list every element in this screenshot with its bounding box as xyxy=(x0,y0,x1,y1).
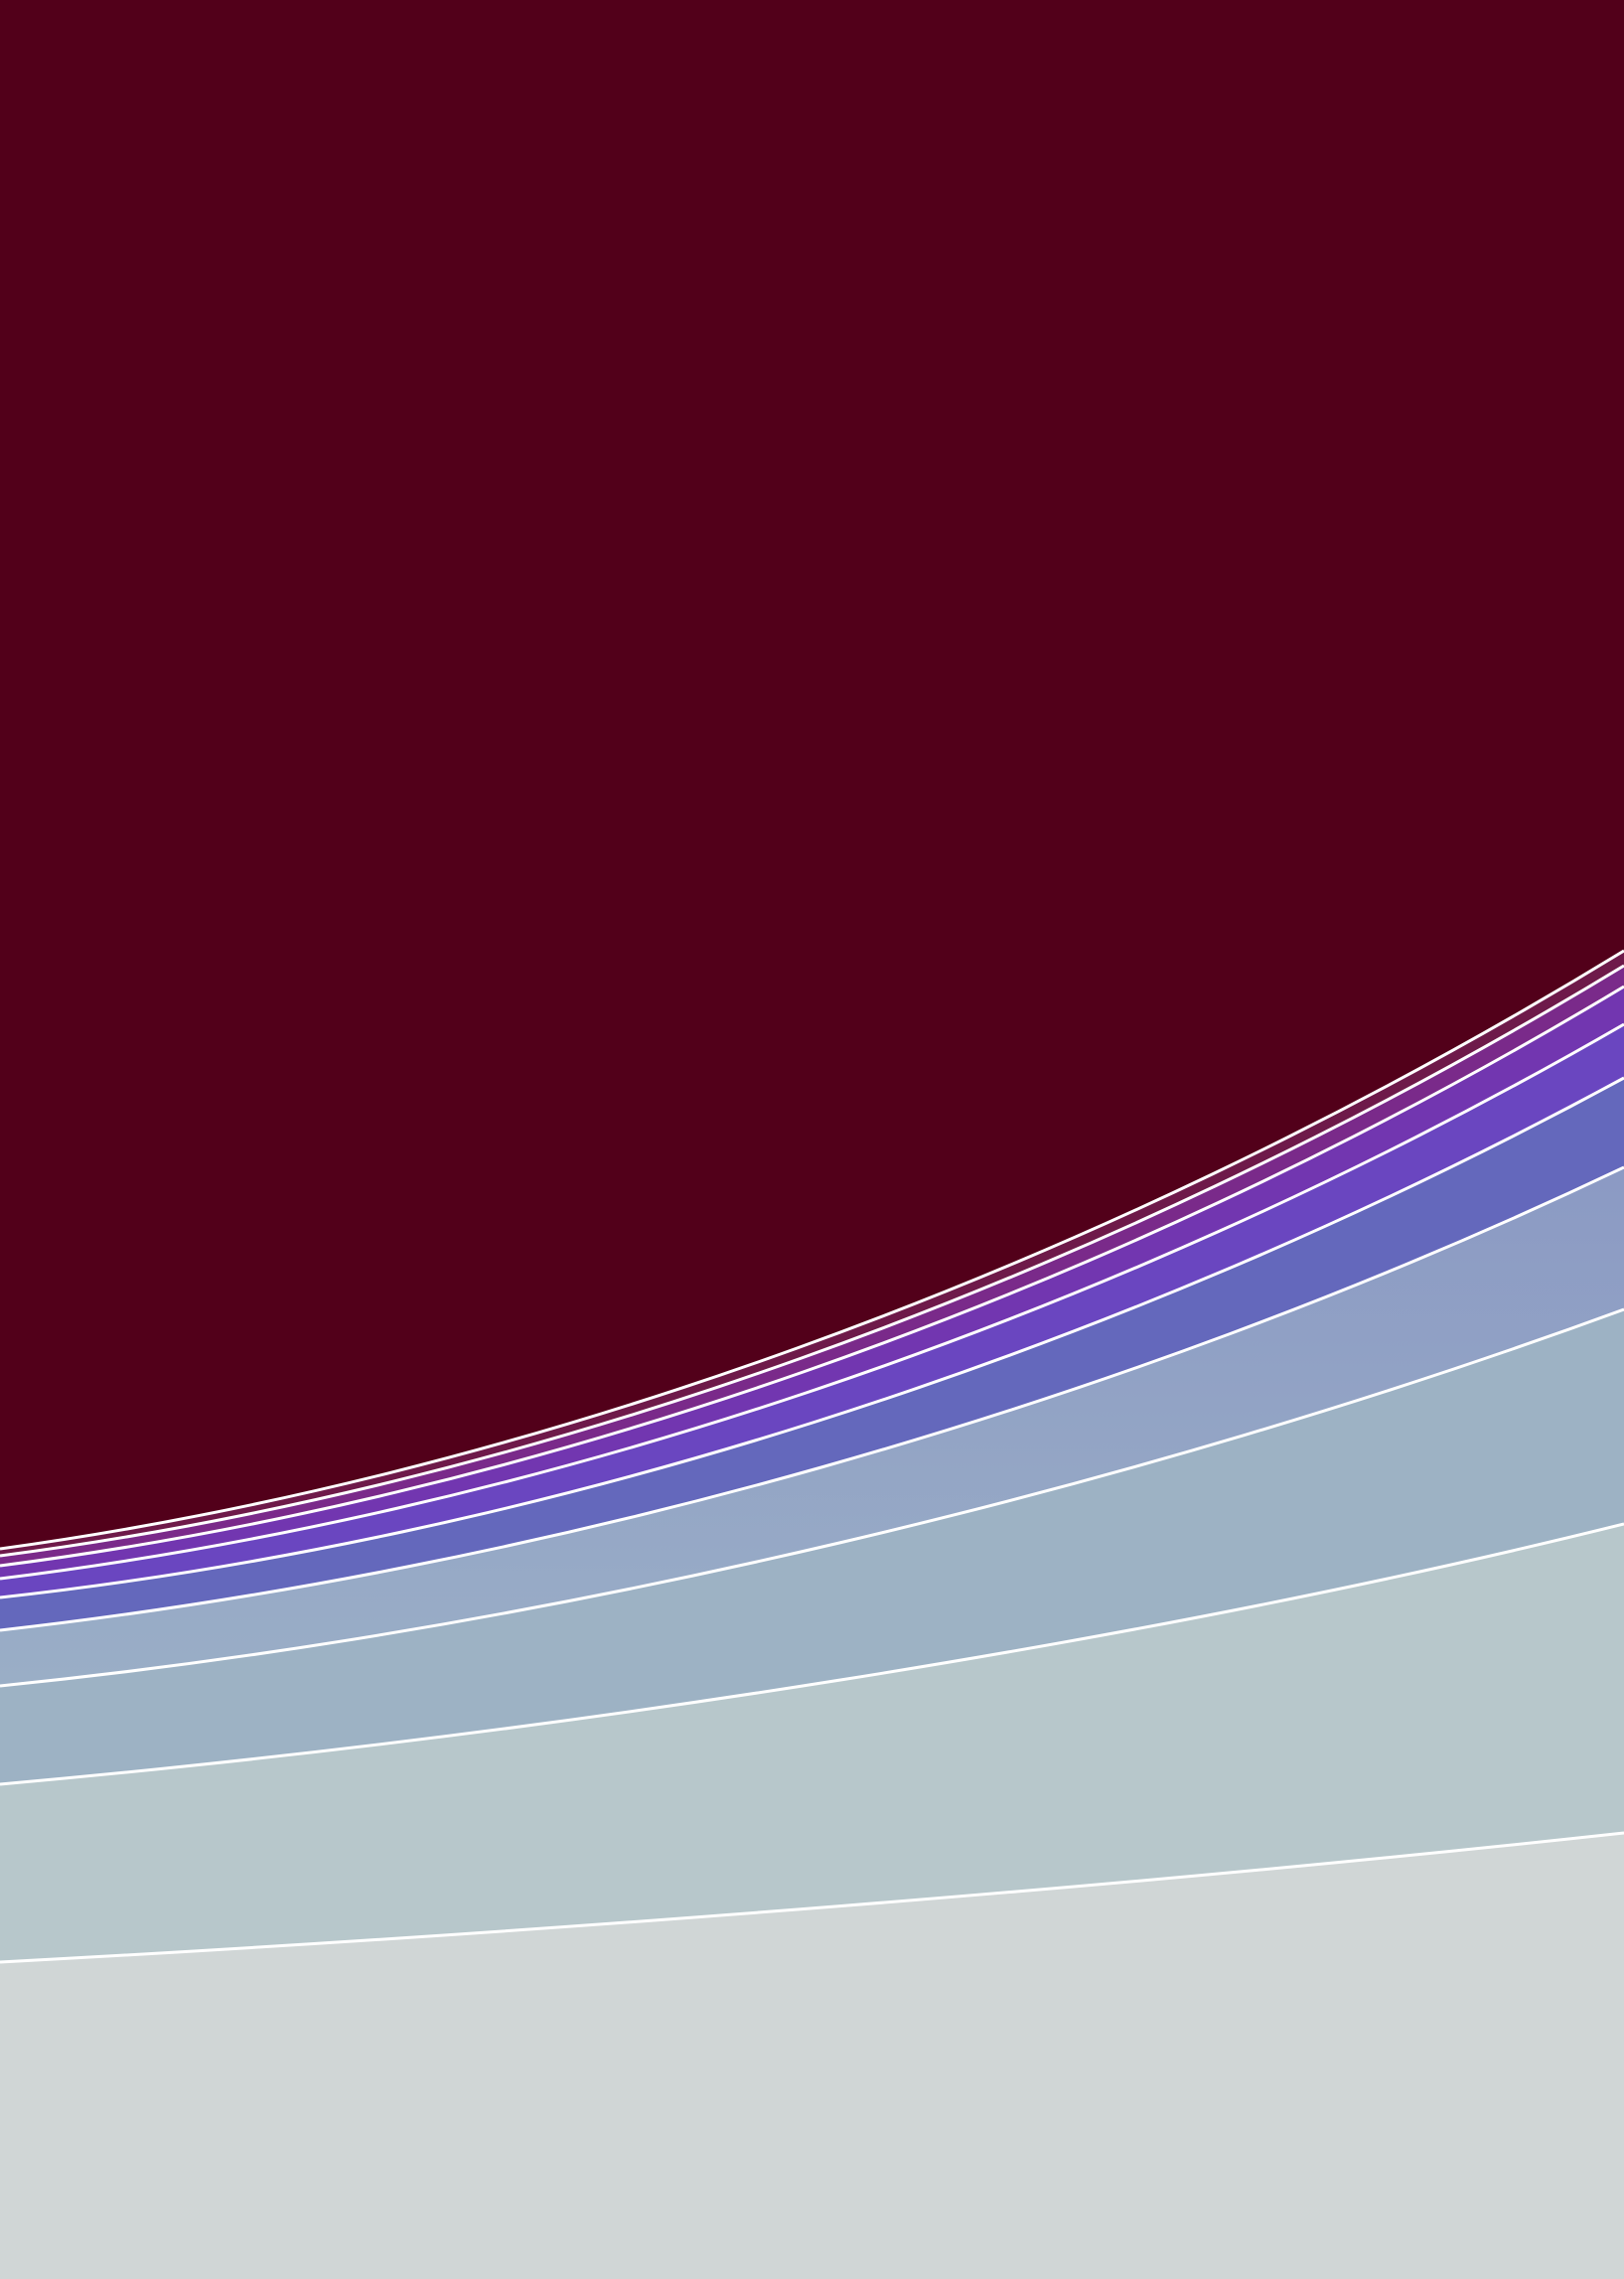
divider-line-3 xyxy=(0,985,1624,1568)
divider-line-6 xyxy=(0,1165,1624,1632)
divider-line-8 xyxy=(0,1522,1624,1786)
divider-line-5 xyxy=(0,1076,1624,1599)
divider-line-9 xyxy=(0,1831,1624,1964)
divider-lines xyxy=(0,949,1624,1964)
divider-line-2 xyxy=(0,964,1624,1558)
divider-line-7 xyxy=(0,1307,1624,1688)
divider-line-4 xyxy=(0,1022,1624,1581)
divider-line-1 xyxy=(0,949,1624,1551)
band-maroon xyxy=(0,0,1624,1549)
